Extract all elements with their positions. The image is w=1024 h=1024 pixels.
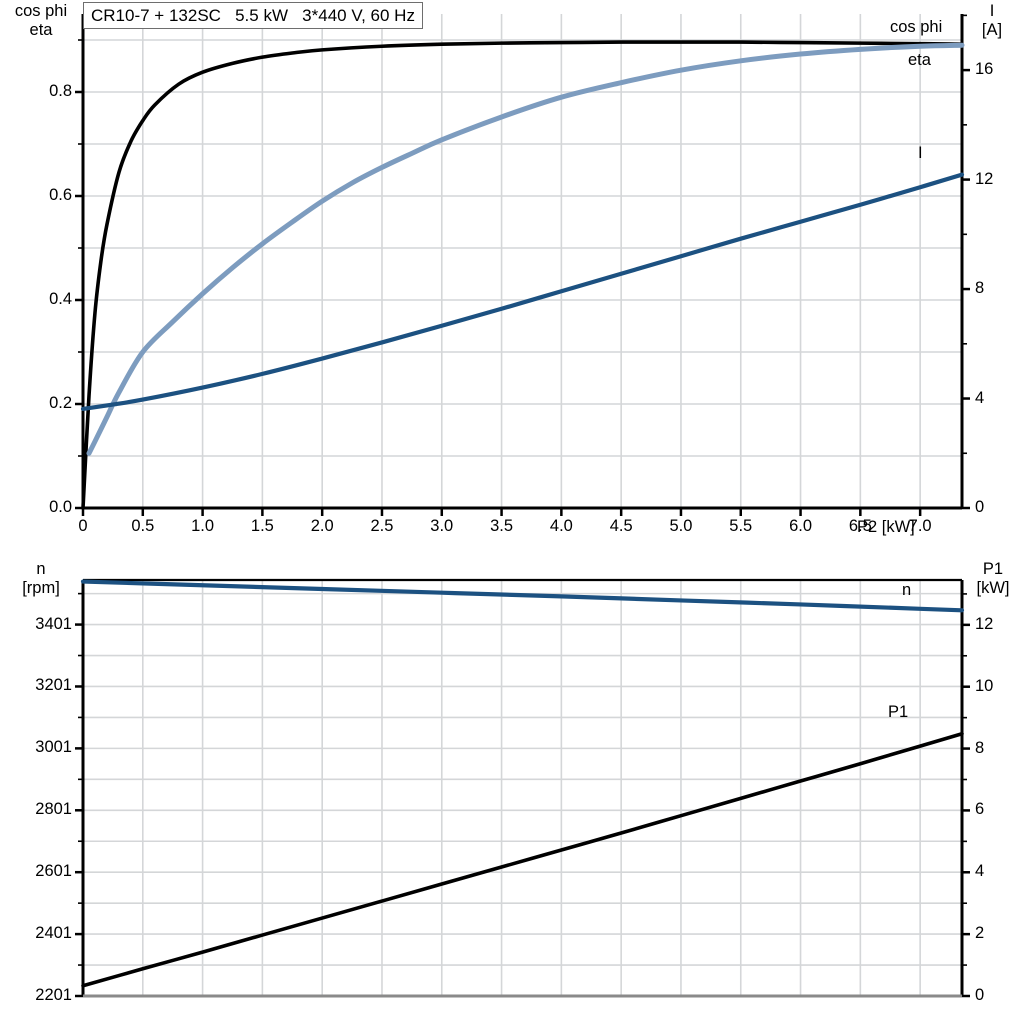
curve-label-speed: n — [902, 581, 912, 600]
top-left-axis-title-line2: eta — [29, 21, 53, 39]
top-x-ticks-12: 6.0 — [789, 517, 813, 535]
bottom-right-ticks-0: 0 — [975, 986, 985, 1004]
bottom-left-axis-title-line2: [rpm] — [22, 579, 60, 597]
top-x-ticks-11: 5.5 — [729, 517, 753, 535]
top-right-axis-title-line2: [A] — [981, 21, 1003, 39]
bottom-right-ticks-2: 4 — [975, 862, 985, 881]
bottom-chart-panel: n [rpm] P1 [kW] 2201 2401 2601 2801 3001 3201… — [0, 548, 1024, 1024]
top-right-axis-title-line1: I — [989, 2, 995, 20]
top-x-ticks-9: 4.5 — [609, 517, 633, 535]
bottom-left-ticks-5: 3201 — [35, 676, 72, 695]
bottom-left-ticks-1: 2401 — [35, 924, 72, 943]
bottom-right-ticks-5: 10 — [975, 676, 994, 695]
bottom-right-ticks-3: 6 — [975, 800, 985, 819]
bottom-right-ticks-1: 2 — [975, 924, 985, 943]
top-x-ticks-4: 2.0 — [310, 517, 334, 535]
top-left-axis-title: cos phi eta — [2, 2, 80, 40]
top-x-ticks-1: 0.5 — [131, 517, 155, 535]
top-right-ticks-1: 4 — [975, 388, 985, 407]
bottom-left-ticks-2: 2601 — [35, 862, 72, 881]
top-left-ticks-4: 0.8 — [49, 82, 72, 100]
chart-title-box: CR10-7 + 132SC 5.5 kW 3*440 V, 60 Hz — [83, 2, 423, 29]
top-x-ticks-13: 6.5 — [848, 517, 872, 535]
top-x-ticks-7: 3.5 — [490, 517, 514, 535]
top-right-ticks-4: 16 — [975, 60, 994, 79]
top-left-ticks-0: 0.0 — [49, 498, 72, 516]
top-x-ticks-10: 5.0 — [669, 517, 693, 535]
top-left-ticks-2: 0.4 — [49, 290, 72, 308]
curve-label-eta: eta — [908, 51, 931, 70]
chart-title-text: CR10-7 + 132SC 5.5 kW 3*440 V, 60 Hz — [91, 5, 415, 25]
bottom-right-ticks-4: 8 — [975, 738, 985, 757]
top-right-ticks-2: 8 — [975, 279, 985, 298]
top-x-ticks-0: 0 — [78, 517, 88, 535]
top-x-ticks-8: 4.0 — [549, 517, 573, 535]
top-x-ticks-6: 3.0 — [430, 517, 454, 535]
top-right-ticks-0: 0 — [975, 498, 985, 516]
bottom-chart-plot — [75, 578, 970, 998]
bottom-right-axis-title-line1: P1 — [982, 560, 1004, 578]
bottom-right-axis-title-line2: [kW] — [976, 579, 1010, 597]
top-chart-panel: CR10-7 + 132SC 5.5 kW 3*440 V, 60 Hz cos… — [2, 2, 1020, 536]
bottom-left-ticks-0: 2201 — [35, 986, 72, 1004]
top-left-ticks-3: 0.6 — [49, 186, 72, 204]
bottom-left-axis-title: n [rpm] — [2, 560, 80, 598]
curve-label-cos-phi: cos phi — [890, 18, 943, 37]
bottom-right-ticks-6: 12 — [975, 614, 994, 633]
top-x-ticks-2: 1.0 — [191, 517, 215, 535]
top-left-ticks-1: 0.2 — [49, 394, 72, 412]
x-axis-label: P2 [kW] — [857, 518, 915, 536]
top-right-ticks-3: 12 — [975, 169, 994, 188]
bottom-left-ticks-6: 3401 — [35, 614, 72, 633]
bottom-left-ticks-3: 2801 — [35, 800, 72, 819]
bottom-left-axis-title-line1: n — [36, 560, 46, 578]
bottom-left-ticks-4: 3001 — [35, 738, 72, 757]
top-x-ticks-3: 1.5 — [250, 517, 274, 535]
curve-label-power: P1 — [888, 702, 909, 721]
top-right-axis-title: I [A] — [964, 2, 1020, 40]
top-chart-plot — [75, 14, 970, 516]
top-x-ticks-14: 7.0 — [908, 517, 932, 535]
curve-label-current: I — [918, 143, 923, 162]
bottom-right-axis-title: P1 [kW] — [964, 560, 1022, 598]
top-left-axis-title-line1: cos phi — [14, 2, 68, 20]
top-x-ticks-5: 2.5 — [370, 517, 394, 535]
